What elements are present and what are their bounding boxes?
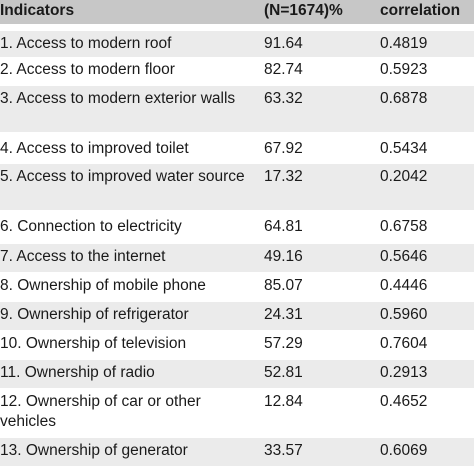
table-row: 3. Access to modern exterior walls 63.32… bbox=[0, 86, 474, 132]
percent-cell: 24.31 bbox=[264, 306, 303, 323]
indicator-cell: 7. Access to the internet bbox=[0, 248, 166, 265]
percent-cell: 67.92 bbox=[264, 140, 303, 157]
indicator-cell: 1. Access to modern roof bbox=[0, 35, 172, 52]
table-row: 11. Ownership of radio 52.81 0.2913 bbox=[0, 360, 474, 388]
indicator-cell: 5. Access to improved water source bbox=[0, 168, 245, 185]
correlation-cell: 0.4819 bbox=[380, 35, 428, 52]
percent-cell: 12.84 bbox=[264, 393, 303, 410]
percent-cell: 17.32 bbox=[264, 168, 303, 185]
indicator-cell: 10. Ownership of television bbox=[0, 335, 187, 352]
table-row: 13. Ownership of generator 33.57 0.6069 bbox=[0, 438, 474, 466]
percent-cell: 63.32 bbox=[264, 90, 303, 107]
indicator-cell: 2. Access to modern floor bbox=[0, 61, 175, 78]
percent-cell: 52.81 bbox=[264, 364, 303, 381]
table-header: Indicators (N=1674)% correlation bbox=[0, 0, 474, 24]
indicator-cell: 4. Access to improved toilet bbox=[0, 140, 189, 157]
header-percent: (N=1674)% bbox=[264, 2, 343, 19]
correlation-cell: 0.2913 bbox=[380, 364, 428, 381]
table-row: 7. Access to the internet 49.16 0.5646 bbox=[0, 244, 474, 272]
table-row: 9. Ownership of refrigerator 24.31 0.596… bbox=[0, 302, 474, 330]
percent-cell: 91.64 bbox=[264, 35, 303, 52]
header-indicators: Indicators bbox=[0, 2, 75, 19]
percent-cell: 82.74 bbox=[264, 61, 303, 78]
table-row: 12. Ownership of car or other vehicles 1… bbox=[0, 389, 474, 435]
correlation-cell: 0.2042 bbox=[380, 168, 428, 185]
percent-cell: 49.16 bbox=[264, 248, 303, 265]
indicator-cell: 8. Ownership of mobile phone bbox=[0, 277, 206, 294]
correlation-cell: 0.6069 bbox=[380, 442, 428, 459]
indicator-cell: 11. Ownership of radio bbox=[0, 364, 155, 381]
table-row: 2. Access to modern floor 82.74 0.5923 bbox=[0, 57, 474, 86]
indicator-cell: 12. Ownership of car or other vehicles bbox=[0, 393, 201, 430]
correlation-cell: 0.4446 bbox=[380, 277, 428, 294]
percent-cell: 64.81 bbox=[264, 218, 303, 235]
table-row: 8. Ownership of mobile phone 85.07 0.444… bbox=[0, 273, 474, 301]
table-row: 1. Access to modern roof 91.64 0.4819 bbox=[0, 31, 474, 57]
percent-cell: 85.07 bbox=[264, 277, 303, 294]
correlation-cell: 0.5960 bbox=[380, 306, 428, 323]
indicator-cell: 13. Ownership of generator bbox=[0, 442, 188, 459]
correlation-cell: 0.6878 bbox=[380, 90, 428, 107]
table-row: 10. Ownership of television 57.29 0.7604 bbox=[0, 331, 474, 360]
correlation-cell: 0.5434 bbox=[380, 140, 428, 157]
header-correlation: correlation bbox=[380, 2, 461, 19]
correlation-cell: 0.7604 bbox=[380, 335, 428, 352]
percent-cell: 57.29 bbox=[264, 335, 303, 352]
table-row: 4. Access to improved toilet 67.92 0.543… bbox=[0, 136, 474, 164]
indicator-cell: 9. Ownership of refrigerator bbox=[0, 306, 189, 323]
correlation-cell: 0.5923 bbox=[380, 61, 428, 78]
indicator-cell: 3. Access to modern exterior walls bbox=[0, 90, 236, 107]
indicator-cell: 6. Connection to electricity bbox=[0, 218, 182, 235]
table-row: 5. Access to improved water source 17.32… bbox=[0, 164, 474, 210]
correlation-cell: 0.6758 bbox=[380, 218, 428, 235]
correlation-cell: 0.5646 bbox=[380, 248, 428, 265]
table-row: 6. Connection to electricity 64.81 0.675… bbox=[0, 214, 474, 242]
correlation-cell: 0.4652 bbox=[380, 393, 428, 410]
percent-cell: 33.57 bbox=[264, 442, 303, 459]
